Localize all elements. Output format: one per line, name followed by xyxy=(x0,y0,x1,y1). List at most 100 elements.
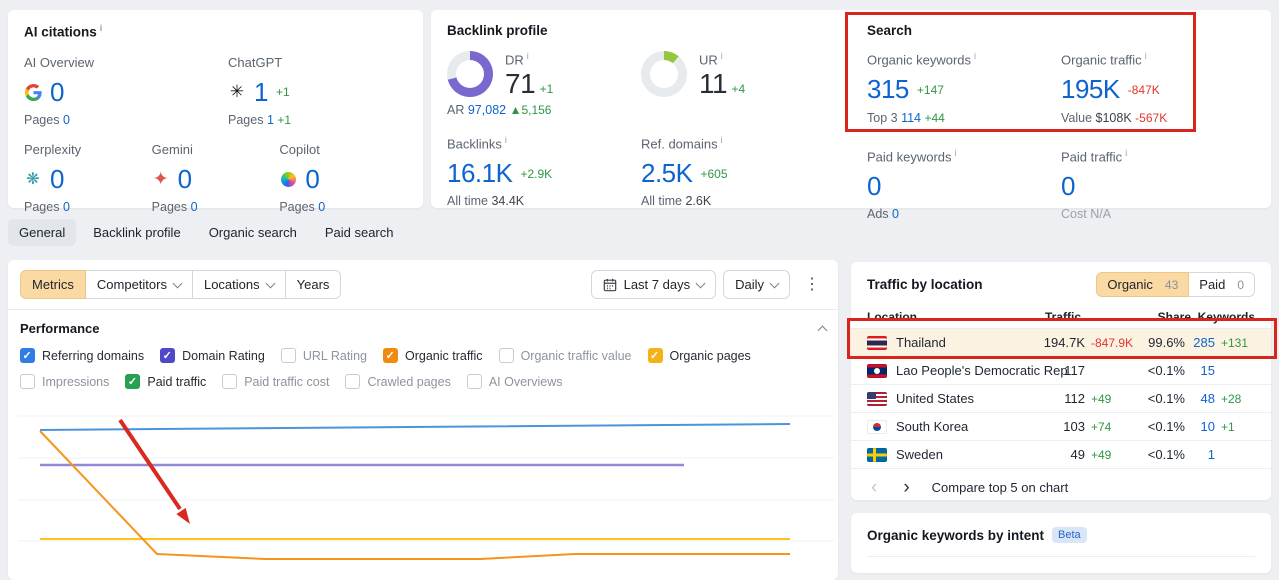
metrics-button[interactable]: Metrics xyxy=(20,270,86,299)
info-icon xyxy=(971,52,976,67)
prev-page-icon[interactable]: ‹ xyxy=(871,476,878,498)
metric-toggle-organic-traffic[interactable]: Organic traffic xyxy=(382,348,483,363)
toggle-organic[interactable]: Organic 43 xyxy=(1096,272,1190,297)
checkbox-icon[interactable] xyxy=(345,374,361,389)
chart-line-referring-domains xyxy=(39,423,791,431)
checkbox-icon[interactable] xyxy=(382,348,398,363)
pages-link[interactable]: 0 xyxy=(62,200,70,215)
google-icon xyxy=(24,83,42,101)
performance-line-chart[interactable] xyxy=(8,388,838,580)
ar-link[interactable]: 97,082 xyxy=(467,102,507,117)
ai-overview-value[interactable]: 0 xyxy=(50,76,64,107)
url-rating-block: UR 11 +4 xyxy=(641,51,835,99)
organic-keywords-value[interactable]: 315 xyxy=(867,74,909,105)
search-section: Search Organic keywords 315 +147 Top 3 1… xyxy=(851,10,1271,221)
keywords-link[interactable]: 15 xyxy=(1200,363,1215,378)
pages-link[interactable]: 0 xyxy=(318,200,326,215)
metric-label: Organic traffic value xyxy=(520,348,632,363)
ahrefs-rank: AR 97,082 ▲5,156 xyxy=(447,102,552,117)
tab-backlink-profile[interactable]: Backlink profile xyxy=(93,225,181,240)
granularity-dropdown[interactable]: Daily xyxy=(723,270,790,299)
metric-toggle-url-rating[interactable]: URL Rating xyxy=(280,348,367,363)
tab-paid-search[interactable]: Paid search xyxy=(324,225,394,240)
checkbox-icon[interactable] xyxy=(222,374,238,389)
checkbox-icon[interactable] xyxy=(20,348,35,363)
keywords-link[interactable]: 10 xyxy=(1200,419,1215,434)
metric-label: Domain Rating xyxy=(182,348,265,363)
checkbox-icon[interactable] xyxy=(280,348,296,363)
info-icon xyxy=(718,136,723,151)
compare-top5-link[interactable]: Compare top 5 on chart xyxy=(931,480,1069,495)
pages-link[interactable]: 0 xyxy=(190,200,198,215)
metric-label: Crawled pages xyxy=(367,374,451,389)
keywords-link[interactable]: 48 xyxy=(1200,391,1215,406)
toggle-paid[interactable]: Paid 0 xyxy=(1188,272,1255,297)
metric-label: Organic traffic xyxy=(404,348,483,363)
metric-toggle-referring-domains[interactable]: Referring domains xyxy=(20,348,144,363)
checkbox-icon[interactable] xyxy=(498,348,514,363)
keywords-link[interactable]: 285 xyxy=(1193,335,1215,350)
keywords-link[interactable]: 1 xyxy=(1207,447,1215,462)
backlinks-value[interactable]: 16.1K xyxy=(447,158,513,189)
metric-toggle-organic-pages[interactable]: Organic pages xyxy=(647,348,751,363)
checkbox-icon[interactable] xyxy=(466,374,482,389)
checkbox-icon[interactable] xyxy=(125,374,141,389)
pages-link[interactable]: 1 xyxy=(266,112,274,127)
metric-toggle-paid-traffic-cost[interactable]: Paid traffic cost xyxy=(222,374,329,389)
checkbox-icon[interactable] xyxy=(160,348,176,363)
report-tabs: General Backlink profile Organic search … xyxy=(8,219,405,246)
laos-flag-icon xyxy=(867,363,887,378)
table-row-laos[interactable]: Lao People's Democratic Rep 117 <0.1% 15 xyxy=(851,357,1271,385)
metric-toggle-crawled-pages[interactable]: Crawled pages xyxy=(345,374,451,389)
next-page-icon[interactable]: › xyxy=(903,476,910,498)
gemini-value[interactable]: 0 xyxy=(177,163,192,194)
table-row-sweden[interactable]: Sweden 49 +49 <0.1% 1 xyxy=(851,441,1271,469)
performance-title: Performance xyxy=(20,321,100,336)
pages-link[interactable]: 0 xyxy=(62,112,70,127)
metric-toggle-impressions[interactable]: Impressions xyxy=(20,374,109,389)
locations-dropdown[interactable]: Locations xyxy=(191,270,286,299)
table-row-thailand[interactable]: Thailand 194.7K -847.9K 99.6% 285 +131 xyxy=(851,329,1271,357)
ads-link[interactable]: 0 xyxy=(892,207,899,222)
gemini-icon xyxy=(152,168,170,191)
checkbox-icon[interactable] xyxy=(20,374,35,389)
dr-donut-chart xyxy=(447,51,493,97)
paid-traffic-value[interactable]: 0 xyxy=(1061,170,1075,201)
metric-toggle-domain-rating[interactable]: Domain Rating xyxy=(160,348,265,363)
tab-general[interactable]: General xyxy=(8,219,77,246)
organic-traffic-block: Organic traffic 195K -847K Value $108K -… xyxy=(1061,51,1255,124)
ai-metric-chatgpt: ChatGPT 1 +1 Pages 1 +1 xyxy=(228,55,291,127)
paid-keywords-value[interactable]: 0 xyxy=(867,170,881,201)
tab-organic-search[interactable]: Organic search xyxy=(208,225,297,240)
keywords-by-intent-panel: Organic keywords by intent Beta xyxy=(851,513,1271,573)
divider xyxy=(8,309,838,310)
perplexity-value[interactable]: 0 xyxy=(50,163,64,194)
copilot-value[interactable]: 0 xyxy=(305,163,320,194)
ref-domains-value[interactable]: 2.5K xyxy=(641,158,693,189)
annotation-arrow-head xyxy=(176,507,190,524)
more-options-icon[interactable]: ⋮ xyxy=(804,275,820,293)
chevron-down-icon xyxy=(769,278,780,288)
table-row-united-states[interactable]: United States 112 +49 <0.1% 48 +28 xyxy=(851,385,1271,413)
checkbox-icon[interactable] xyxy=(647,348,663,363)
chatgpt-value[interactable]: 1 xyxy=(254,76,268,107)
competitors-dropdown[interactable]: Competitors xyxy=(84,270,193,299)
metric-toggle-paid-traffic[interactable]: Paid traffic xyxy=(125,374,206,389)
metric-toggle-organic-traffic-value[interactable]: Organic traffic value xyxy=(498,348,632,363)
date-range-dropdown[interactable]: Last 7 days xyxy=(590,270,717,299)
ai-metric-ai-overview: AI Overview 0 Pages 0 xyxy=(24,54,95,127)
organic-traffic-value[interactable]: 195K xyxy=(1061,74,1120,105)
ai-metric-perplexity: Perplexity 0 Pages 0 xyxy=(24,142,152,214)
info-icon xyxy=(1122,149,1127,164)
chevron-down-icon xyxy=(172,278,183,288)
domain-rating-block: DR 71 +1 xyxy=(447,51,641,99)
top3-link[interactable]: 114 xyxy=(901,110,922,125)
south-korea-flag-icon xyxy=(867,419,887,434)
years-button[interactable]: Years xyxy=(284,270,342,299)
collapse-section-icon[interactable] xyxy=(817,325,828,336)
table-row-south-korea[interactable]: South Korea 103 +74 <0.1% 10 +1 xyxy=(851,413,1271,441)
metric-label: Referring domains xyxy=(42,348,145,363)
metric-toggle-ai-overviews[interactable]: AI Overviews xyxy=(466,374,562,389)
ur-donut-chart xyxy=(641,51,687,97)
backlinks-block: Backlinks 16.1K +2.9K All time 34.4K xyxy=(447,135,641,208)
